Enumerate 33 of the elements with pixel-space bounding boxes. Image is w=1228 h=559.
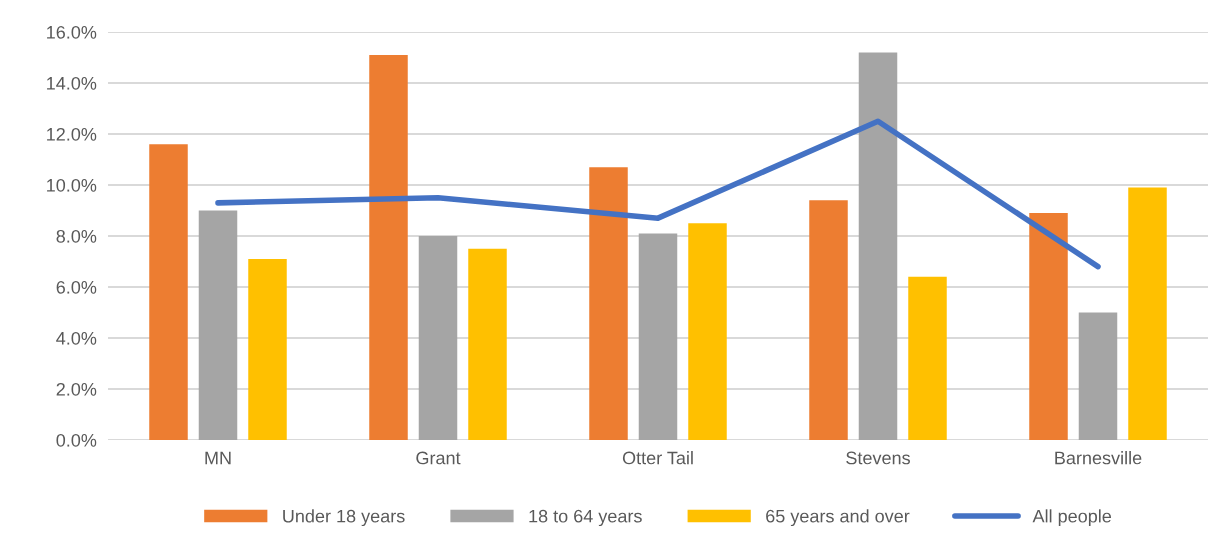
bar xyxy=(1078,312,1118,440)
y-tick-label: 10.0% xyxy=(47,178,97,192)
bar xyxy=(468,248,507,440)
legend-label: All people xyxy=(1032,509,1112,527)
y-tick-label: 6.0% xyxy=(56,280,97,294)
y-tick-label: 12.0% xyxy=(47,127,97,141)
bar xyxy=(1128,187,1167,440)
x-tick-label: MN xyxy=(205,451,231,465)
bar xyxy=(1029,213,1068,440)
bar xyxy=(418,236,458,440)
x-tick-label: Grant xyxy=(416,451,461,465)
y-tick-label: 16.0% xyxy=(47,25,97,39)
y-tick-label: 2.0% xyxy=(56,382,97,396)
bar xyxy=(248,258,287,440)
bar xyxy=(149,144,188,440)
bar xyxy=(908,276,947,440)
y-tick-label: 8.0% xyxy=(56,229,97,243)
y-tick-label: 4.0% xyxy=(56,331,97,345)
legend-label: Under 18 years xyxy=(283,509,405,527)
bar xyxy=(589,167,628,440)
y-tick-label: 14.0% xyxy=(47,76,97,90)
legend-label: 65 years and over xyxy=(766,509,910,527)
y-tick-label: 0.0% xyxy=(56,433,97,447)
bar xyxy=(369,54,408,440)
x-tick-label: Otter Tail xyxy=(622,451,693,465)
bar xyxy=(638,233,678,440)
x-tick-label: Stevens xyxy=(846,451,910,465)
legend-label: 18 to 64 years xyxy=(529,509,642,527)
bar xyxy=(858,52,898,440)
bar xyxy=(809,200,848,440)
bar xyxy=(688,223,727,440)
x-tick-label: Barnesville xyxy=(1055,451,1142,465)
bar xyxy=(198,210,238,440)
